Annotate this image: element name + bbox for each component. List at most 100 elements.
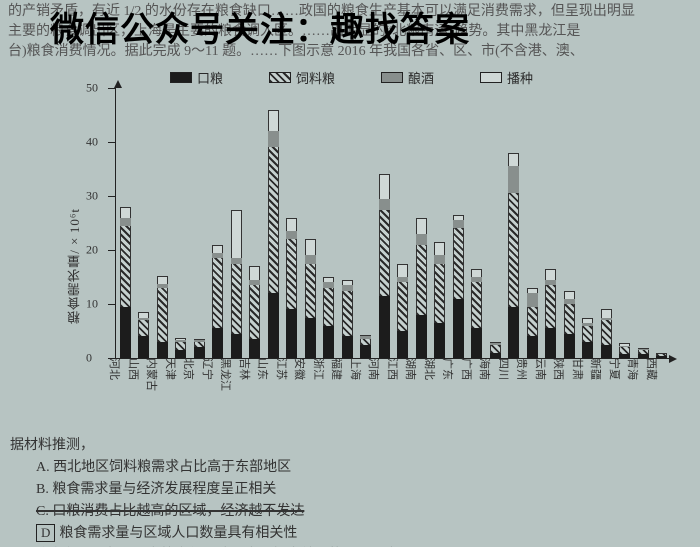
x-tick-label: 河南 xyxy=(366,358,384,380)
bar-segment xyxy=(138,336,149,358)
legend-item-bozhong: 播种 xyxy=(480,68,533,87)
bar-column: 青海 xyxy=(634,348,653,358)
bars-container: 河北山西内蒙古天津北京辽宁黑龙江吉林山东江苏安徽浙江福建上海河南江西湖南湖北广东… xyxy=(116,110,671,358)
bar-column: 江苏 xyxy=(283,218,302,358)
plot-area: 01020304050河北山西内蒙古天津北京辽宁黑龙江吉林山东江苏安徽浙江福建上… xyxy=(115,88,671,359)
swatch-black-icon xyxy=(170,72,192,83)
bar-segment xyxy=(471,282,482,328)
bar-segment xyxy=(231,264,242,334)
bar-segment xyxy=(323,326,334,358)
bar-column: 天津 xyxy=(172,338,191,358)
bar-segment xyxy=(175,342,186,350)
bar-column: 辽宁 xyxy=(209,245,228,358)
bar-column: 广东 xyxy=(449,215,468,358)
y-tick-label: 30 xyxy=(86,189,98,204)
bar-segment xyxy=(453,299,464,358)
bar-segment xyxy=(305,255,316,263)
bar-segment xyxy=(268,293,279,358)
question-block: 据材料推测， A. 西北地区饲料粮需求占比高于东部地区 B. 粮食需求量与经济发… xyxy=(10,435,690,547)
legend-item-siliao: 饲料粮 xyxy=(269,68,335,87)
bar-segment xyxy=(231,334,242,358)
bar-segment xyxy=(138,320,149,336)
option-d: D粮食需求量与区域人口数量具有相关性 xyxy=(10,523,690,545)
legend-label: 饲料粮 xyxy=(296,68,335,87)
x-tick-label: 湖北 xyxy=(422,358,440,380)
bar-segment xyxy=(434,242,445,256)
option-b: B. 粮食需求量与经济发展程度呈正相关 xyxy=(10,479,690,501)
bar-segment xyxy=(582,326,593,342)
bar-segment xyxy=(342,336,353,358)
bar-segment xyxy=(508,193,519,306)
bar-segment xyxy=(212,258,223,328)
bar-column: 陕西 xyxy=(560,291,579,358)
y-tick-label: 20 xyxy=(86,243,98,258)
bar-segment xyxy=(434,264,445,323)
bar-column: 湖南 xyxy=(412,218,431,358)
x-tick-label: 四川 xyxy=(496,358,514,380)
bar-segment xyxy=(305,318,316,359)
bar-segment xyxy=(453,220,464,228)
bar-segment xyxy=(601,345,612,359)
bar-segment xyxy=(527,307,538,337)
bar-column: 云南 xyxy=(542,269,561,358)
bar-segment xyxy=(286,231,297,239)
swatch-white-icon xyxy=(480,72,502,83)
option-c: C. 口粮消费占比越高的区域，经济越不发达 xyxy=(10,501,690,523)
x-tick-label: 西藏 xyxy=(644,358,662,380)
bar-segment xyxy=(564,291,575,299)
y-tick xyxy=(108,250,116,251)
bar-column: 内蒙古 xyxy=(153,276,172,358)
x-tick-label: 江西 xyxy=(385,358,403,380)
bar-segment xyxy=(157,288,168,342)
bar-segment xyxy=(120,207,131,218)
bar-segment xyxy=(434,323,445,358)
arrow-y-icon xyxy=(114,80,122,88)
x-tick-label: 上海 xyxy=(348,358,366,380)
bar-segment xyxy=(564,304,575,334)
bar-segment xyxy=(416,245,427,315)
bar-segment xyxy=(397,264,408,278)
grain-demand-chart: 口粮 饲料粮 酿酒 播种 粮食需求量/×10⁶t 01020304050河北山西… xyxy=(60,68,680,423)
bar-segment xyxy=(212,328,223,358)
bar-segment xyxy=(249,285,260,339)
x-tick-label: 安徽 xyxy=(292,358,310,380)
bar-segment xyxy=(286,239,297,309)
swatch-gray-icon xyxy=(381,72,403,83)
bar-column: 北京 xyxy=(190,339,209,358)
bar-column: 河南 xyxy=(375,174,394,358)
x-tick-label: 山东 xyxy=(255,358,273,380)
y-tick xyxy=(108,88,116,89)
x-tick-label: 宁夏 xyxy=(607,358,625,380)
y-tick-label: 50 xyxy=(86,81,98,96)
bar-segment xyxy=(453,228,464,298)
bar-column: 江西 xyxy=(394,264,413,358)
legend-item-niangjiu: 酿酒 xyxy=(381,68,434,87)
y-tick-label: 40 xyxy=(86,135,98,150)
bar-segment xyxy=(397,282,408,331)
x-tick-label: 陕西 xyxy=(551,358,569,380)
bar-segment xyxy=(212,245,223,253)
bar-segment xyxy=(416,315,427,358)
bar-segment xyxy=(120,218,131,226)
x-tick-label: 浙江 xyxy=(311,358,329,380)
bar-segment xyxy=(434,255,445,263)
bar-segment xyxy=(231,210,242,259)
bar-segment xyxy=(379,174,390,198)
bar-segment xyxy=(379,296,390,358)
x-tick-label: 福建 xyxy=(329,358,347,380)
bar-segment xyxy=(157,342,168,358)
option-a: A. 西北地区饲料粮需求占比高于东部地区 xyxy=(10,457,690,479)
option-d-mark: D xyxy=(36,524,55,542)
bar-segment xyxy=(545,269,556,280)
bar-segment xyxy=(360,345,371,359)
x-tick-label: 甘肃 xyxy=(570,358,588,380)
bar-segment xyxy=(379,199,390,210)
bar-segment xyxy=(416,218,427,234)
x-tick-label: 河北 xyxy=(107,358,125,380)
bar-column: 海南 xyxy=(486,342,505,358)
bar-segment xyxy=(471,269,482,277)
bar-segment xyxy=(508,153,519,167)
bar-segment xyxy=(397,331,408,358)
bar-column: 西藏 xyxy=(653,353,672,358)
bar-column: 安徽 xyxy=(301,239,320,358)
